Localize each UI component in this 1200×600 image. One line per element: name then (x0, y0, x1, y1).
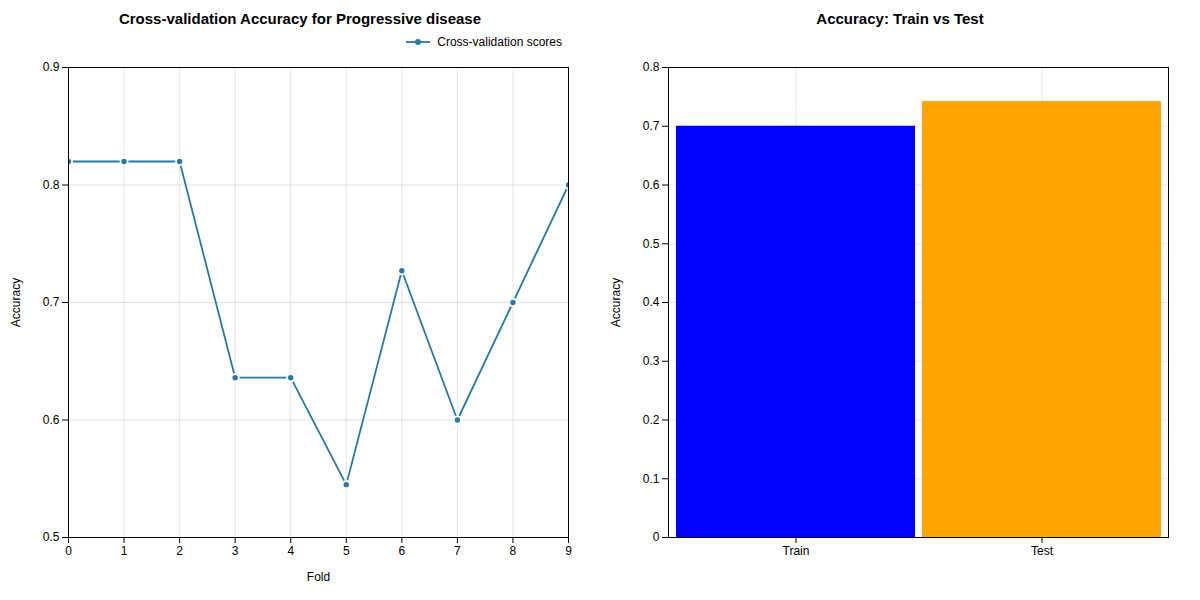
svg-text:Test: Test (1031, 544, 1054, 558)
svg-text:2: 2 (176, 544, 183, 558)
svg-text:3: 3 (232, 544, 239, 558)
svg-text:0.6: 0.6 (43, 413, 60, 427)
svg-text:0.1: 0.1 (643, 472, 660, 486)
svg-text:6: 6 (398, 544, 405, 558)
svg-text:0.5: 0.5 (643, 237, 660, 251)
svg-text:0.7: 0.7 (43, 295, 60, 309)
svg-text:Accuracy: Accuracy (609, 278, 623, 327)
svg-text:0.8: 0.8 (643, 60, 660, 74)
svg-text:0: 0 (65, 544, 72, 558)
svg-text:0.4: 0.4 (643, 295, 660, 309)
svg-text:7: 7 (454, 544, 461, 558)
svg-text:Train: Train (783, 544, 810, 558)
svg-text:0.7: 0.7 (643, 119, 660, 133)
svg-text:0.8: 0.8 (43, 178, 60, 192)
html-text:Cross-validation Accuracy for: Cross-validation Accuracy for Progressiv… (118, 10, 481, 27)
svg-text:0.9: 0.9 (43, 60, 60, 74)
svg-text:1: 1 (121, 544, 128, 558)
svg-text:4: 4 (287, 544, 294, 558)
svg-text:0.3: 0.3 (643, 354, 660, 368)
svg-text:9: 9 (565, 544, 572, 558)
svg-text:8: 8 (510, 544, 517, 558)
html-text:Accuracy: Train vs Test: Accuracy: Train vs Test (816, 10, 984, 27)
svg-text:0.6: 0.6 (643, 178, 660, 192)
svg-text:0.5: 0.5 (43, 530, 60, 544)
html-text:Cross-validation scores: Cross-validation scores (437, 35, 562, 49)
svg-text:Accuracy: Accuracy (9, 278, 23, 327)
svg-text:Fold: Fold (307, 570, 330, 584)
svg-text:0: 0 (653, 530, 660, 544)
svg-text:5: 5 (343, 544, 350, 558)
svg-text:0.2: 0.2 (643, 413, 660, 427)
